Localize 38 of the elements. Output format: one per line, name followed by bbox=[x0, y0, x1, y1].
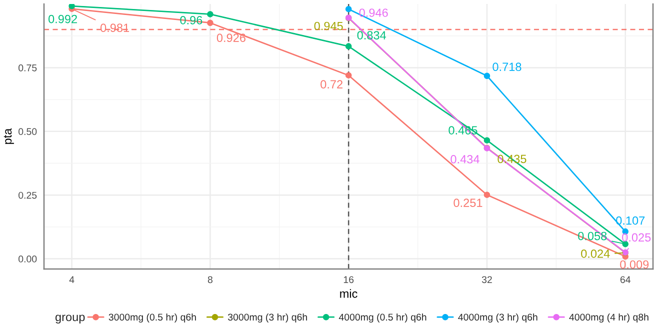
point bbox=[207, 11, 214, 18]
data-label: 0.251 bbox=[454, 198, 482, 208]
x-tick-label: 16 bbox=[344, 276, 354, 284]
point bbox=[484, 72, 490, 79]
data-label: 0.926 bbox=[216, 34, 246, 42]
x-tick-label: 64 bbox=[620, 276, 630, 284]
y-tick-label: 0.50 bbox=[18, 128, 37, 136]
data-label: 0.946 bbox=[359, 8, 388, 17]
x-tick-label: 32 bbox=[482, 276, 492, 284]
point bbox=[484, 137, 490, 144]
point bbox=[68, 4, 75, 10]
legend-title: group bbox=[55, 314, 85, 324]
point bbox=[484, 192, 490, 198]
legend-label: 3000mg (3 hr) q6h bbox=[228, 313, 307, 323]
legend-label: 4000mg (3 hr) q6h bbox=[458, 313, 538, 323]
data-label: 0.718 bbox=[492, 62, 522, 72]
data-label: 0.992 bbox=[48, 14, 77, 24]
x-tick-label: 4 bbox=[69, 276, 74, 283]
data-label: 0.107 bbox=[616, 216, 645, 225]
legend-label: 4000mg (0.5 hr) q6h bbox=[338, 313, 426, 323]
data-label: 0.945 bbox=[314, 22, 343, 30]
y-axis-title: pta bbox=[4, 128, 14, 144]
y-tick-label: 0.75 bbox=[18, 64, 37, 72]
point bbox=[345, 43, 352, 50]
data-label: 0.024 bbox=[581, 250, 610, 258]
data-label: 0.025 bbox=[622, 233, 651, 242]
x-tick-label: 8 bbox=[208, 276, 212, 284]
data-label: 0.434 bbox=[450, 155, 480, 164]
y-tick-label: 0.25 bbox=[18, 192, 37, 199]
y-tick-label: 0.00 bbox=[18, 256, 37, 262]
legend-label: 3000mg (0.5 hr) q6h bbox=[108, 313, 196, 323]
data-label: 0.009 bbox=[620, 260, 649, 269]
point bbox=[345, 6, 352, 12]
x-axis-title: mic bbox=[340, 289, 358, 298]
point bbox=[207, 20, 214, 26]
data-label: 0.72 bbox=[320, 80, 342, 89]
legend-label: 4000mg (4 hr) q8h bbox=[569, 313, 648, 323]
point bbox=[345, 72, 352, 78]
